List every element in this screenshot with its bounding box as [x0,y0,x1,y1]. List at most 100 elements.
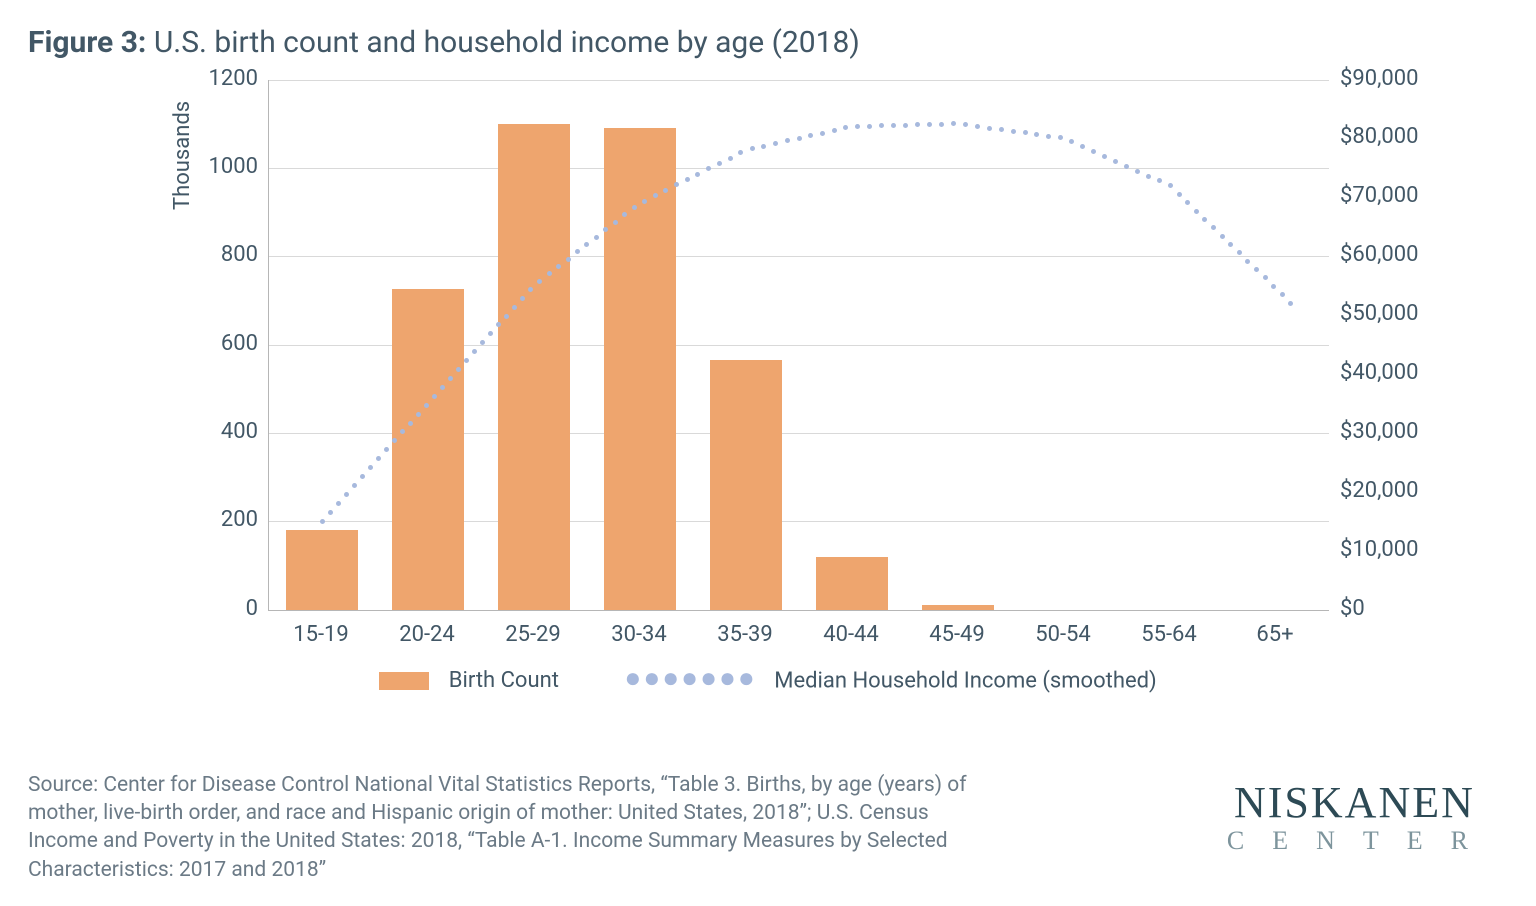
line-dot [685,177,690,182]
line-dot [975,124,980,129]
line-dot [488,331,493,336]
line-dot [360,474,365,479]
logo-line1: NISKANEN [1213,777,1496,828]
line-dot [1211,225,1216,230]
y-left-tick: 600 [188,331,258,356]
y-right-tick: $50,000 [1340,301,1430,326]
line-dot [1177,192,1182,197]
x-tick-label: 35-39 [717,622,773,647]
y-right-tick: $80,000 [1340,124,1430,149]
bar [392,289,464,609]
line-dot [642,199,647,204]
chart-box: Thousands 020040060080010001200 $0$10,00… [38,80,1498,690]
line-dot [1113,159,1118,164]
line-dot [706,166,711,171]
x-tick-label: 30-34 [611,622,667,647]
line-dot [1069,139,1074,144]
x-tick-label: 15-19 [293,622,349,647]
line-dot [1080,144,1085,149]
line-dot [1185,200,1190,205]
line-dot [1146,174,1151,179]
line-dot [1245,259,1250,264]
line-dot [832,128,837,133]
line-dot [891,123,896,128]
line-dot [448,376,453,381]
x-tick-label: 40-44 [823,622,879,647]
line-dot [903,123,908,128]
y-left-tick: 200 [188,507,258,532]
line-dot [1058,135,1063,140]
line-dot [1102,154,1107,159]
gridline [269,80,1329,81]
line-dot [1157,178,1162,183]
line-dot [352,483,357,488]
line-dot [1280,292,1285,297]
line-dot [1220,234,1225,239]
legend: Birth Count ●●●●●●● Median Household Inc… [38,668,1498,694]
bar [710,360,782,610]
figure-title-row: Figure 3: U.S. birth count and household… [28,24,1508,62]
line-dot [584,242,589,247]
line-dot [963,122,968,127]
line-dot [1263,275,1268,280]
y-right-tick: $60,000 [1340,242,1430,267]
line-dot [695,172,700,177]
line-dot [328,510,333,515]
line-dot [653,193,658,198]
figure-label: Figure 3: [28,25,146,60]
line-dot [915,122,920,127]
line-dot [1202,217,1207,222]
line-dot [1194,209,1199,214]
line-dot [785,138,790,143]
line-dot [808,133,813,138]
line-dot [1237,250,1242,255]
line-dot [879,123,884,128]
y-left-tick: 0 [188,596,258,621]
line-dot [1034,132,1039,137]
legend-label-line: Median Household Income (smoothed) [774,668,1156,693]
line-dot [1228,242,1233,247]
bar [498,124,570,610]
y-left-tick: 800 [188,242,258,267]
line-dot [999,127,1004,132]
line-dot [1046,134,1051,139]
bar [816,557,888,610]
line-dot [632,205,637,210]
y-right-tick: $10,000 [1340,537,1430,562]
figure-title: U.S. birth count and household income by… [154,25,860,60]
line-dot [547,271,552,276]
line-dot [575,249,580,254]
line-dot [432,394,437,399]
line-dot [368,465,373,470]
line-dot [408,421,413,426]
line-dot [537,279,542,284]
line-dot [750,146,755,151]
line-dot [464,358,469,363]
x-tick-label: 65+ [1256,622,1293,647]
bar [286,530,358,610]
line-dot [528,287,533,292]
x-tick-label: 25-29 [505,622,561,647]
legend-swatch-bar [379,672,429,690]
line-dot [674,182,679,187]
line-dot [384,447,389,452]
gridline [269,256,1329,257]
gridline [269,168,1329,169]
line-dot [728,156,733,161]
y-left-tick: 1200 [188,66,258,91]
line-dot [440,385,445,390]
line-dot [939,122,944,127]
line-dot [717,161,722,166]
y-left-tick: 400 [188,419,258,444]
x-tick-label: 20-24 [399,622,455,647]
line-dot [797,136,802,141]
line-dot [738,150,743,155]
line-dot [761,144,766,149]
line-dot [472,349,477,354]
line-dot [1091,149,1096,154]
y-right-tick: $40,000 [1340,360,1430,385]
line-dot [376,456,381,461]
line-dot [566,257,571,262]
line-dot [1023,130,1028,135]
niskanen-logo: NISKANEN CENTER [1213,777,1496,856]
